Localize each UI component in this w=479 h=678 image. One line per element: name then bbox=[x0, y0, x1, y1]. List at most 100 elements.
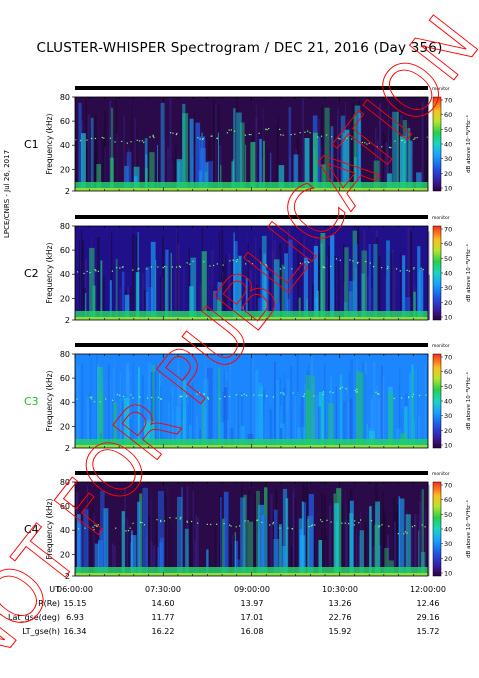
plasma-line-point bbox=[181, 395, 183, 398]
plasma-line-point bbox=[256, 519, 258, 522]
emission-burst bbox=[139, 493, 143, 576]
texture-streak bbox=[90, 357, 92, 448]
colorbar-tick-label: 70 bbox=[444, 97, 452, 105]
emission-burst bbox=[349, 399, 353, 448]
texture-streak bbox=[410, 528, 413, 576]
plasma-line-point bbox=[353, 524, 355, 526]
emission-burst bbox=[206, 367, 213, 448]
y-tick-label: 2 bbox=[65, 187, 70, 196]
plasma-line-point bbox=[352, 260, 354, 262]
plasma-line-point bbox=[259, 262, 262, 264]
y-axis-label: Frequency (kHz) bbox=[45, 242, 54, 303]
emission-burst bbox=[375, 501, 381, 576]
plasma-line-point bbox=[282, 134, 284, 136]
plasma-line-point bbox=[207, 397, 209, 399]
plasma-line-point bbox=[378, 526, 380, 528]
plasma-line-point bbox=[294, 133, 296, 135]
texture-streak bbox=[107, 364, 111, 448]
texture-streak bbox=[228, 253, 231, 320]
texture-streak bbox=[357, 114, 359, 191]
plasma-line-point bbox=[265, 265, 267, 267]
plasma-line-point bbox=[394, 140, 396, 142]
texture-streak bbox=[191, 382, 194, 448]
emission-burst bbox=[402, 255, 406, 320]
texture-streak bbox=[209, 546, 211, 576]
plasma-line-point bbox=[175, 133, 178, 136]
colorbar-tick-label: 10 bbox=[444, 185, 452, 193]
plasma-line-point bbox=[239, 525, 241, 527]
plasma-line-point bbox=[179, 266, 182, 268]
emission-burst bbox=[96, 164, 102, 191]
plasma-line-point bbox=[408, 270, 411, 272]
texture-streak bbox=[382, 509, 385, 576]
texture-streak bbox=[96, 354, 98, 448]
plasma-line-point bbox=[356, 391, 358, 393]
plasma-line-point bbox=[357, 261, 359, 264]
plasma-line-point bbox=[138, 267, 140, 270]
plasma-line-point bbox=[202, 137, 204, 140]
emission-burst bbox=[157, 145, 159, 191]
texture-streak bbox=[168, 401, 170, 448]
plasma-line-point bbox=[321, 520, 323, 523]
mode-tag: monitor bbox=[432, 86, 450, 92]
emission-burst bbox=[398, 498, 405, 576]
plasma-line-point bbox=[304, 261, 306, 263]
emission-burst bbox=[412, 371, 415, 448]
page-title: CLUSTER-WHISPER Spectrogram / DEC 21, 20… bbox=[36, 40, 443, 56]
texture-streak bbox=[310, 357, 314, 448]
plasma-line-point bbox=[77, 528, 80, 530]
texture-streak bbox=[85, 99, 87, 191]
emission-burst bbox=[308, 494, 314, 576]
emission-burst bbox=[110, 157, 114, 191]
emission-burst bbox=[258, 504, 265, 576]
emission-burst bbox=[278, 282, 280, 320]
texture-streak bbox=[320, 135, 322, 191]
emission-burst bbox=[83, 509, 89, 576]
emission-burst bbox=[261, 235, 267, 320]
texture-streak bbox=[109, 100, 112, 191]
texture-streak bbox=[148, 377, 150, 448]
plasma-line-point bbox=[149, 136, 151, 138]
plasma-line-point bbox=[282, 392, 284, 394]
texture-streak bbox=[166, 147, 170, 191]
texture-streak bbox=[385, 275, 387, 320]
texture-streak bbox=[85, 146, 89, 191]
texture-streak bbox=[163, 139, 166, 191]
plasma-line-point bbox=[119, 267, 121, 269]
emission-burst bbox=[81, 133, 86, 191]
emission-burst bbox=[306, 389, 311, 448]
texture-streak bbox=[177, 243, 180, 320]
plasma-line-point bbox=[97, 524, 99, 526]
texture-streak bbox=[323, 495, 326, 576]
plasma-line-point bbox=[386, 267, 389, 270]
texture-streak bbox=[90, 492, 91, 576]
emission-burst bbox=[287, 298, 291, 320]
emission-burst bbox=[353, 243, 358, 320]
ephemeris-cell: 12.46 bbox=[417, 599, 440, 608]
emission-burst bbox=[234, 532, 236, 576]
texture-streak bbox=[250, 358, 253, 448]
plasma-line-point bbox=[146, 268, 148, 270]
texture-streak bbox=[132, 361, 134, 448]
texture-streak bbox=[219, 232, 221, 320]
emission-burst bbox=[207, 161, 214, 191]
texture-streak bbox=[421, 101, 425, 191]
texture-streak bbox=[242, 125, 244, 191]
plasma-line-point bbox=[202, 138, 204, 141]
emission-burst bbox=[413, 418, 416, 448]
texture-streak bbox=[97, 236, 100, 320]
texture-streak bbox=[84, 258, 87, 320]
plasma-line-point bbox=[346, 137, 348, 139]
plasma-line-point bbox=[426, 136, 429, 138]
texture-streak bbox=[370, 287, 373, 320]
plasma-line-point bbox=[311, 524, 314, 526]
texture-streak bbox=[181, 418, 184, 448]
emission-burst bbox=[261, 515, 268, 576]
plasma-line-point bbox=[406, 532, 408, 534]
texture-streak bbox=[427, 231, 430, 320]
emission-burst bbox=[285, 498, 289, 576]
y-tick-label: 80 bbox=[60, 93, 70, 102]
emission-burst bbox=[312, 132, 318, 191]
emission-burst bbox=[142, 487, 148, 576]
texture-streak bbox=[79, 239, 80, 320]
